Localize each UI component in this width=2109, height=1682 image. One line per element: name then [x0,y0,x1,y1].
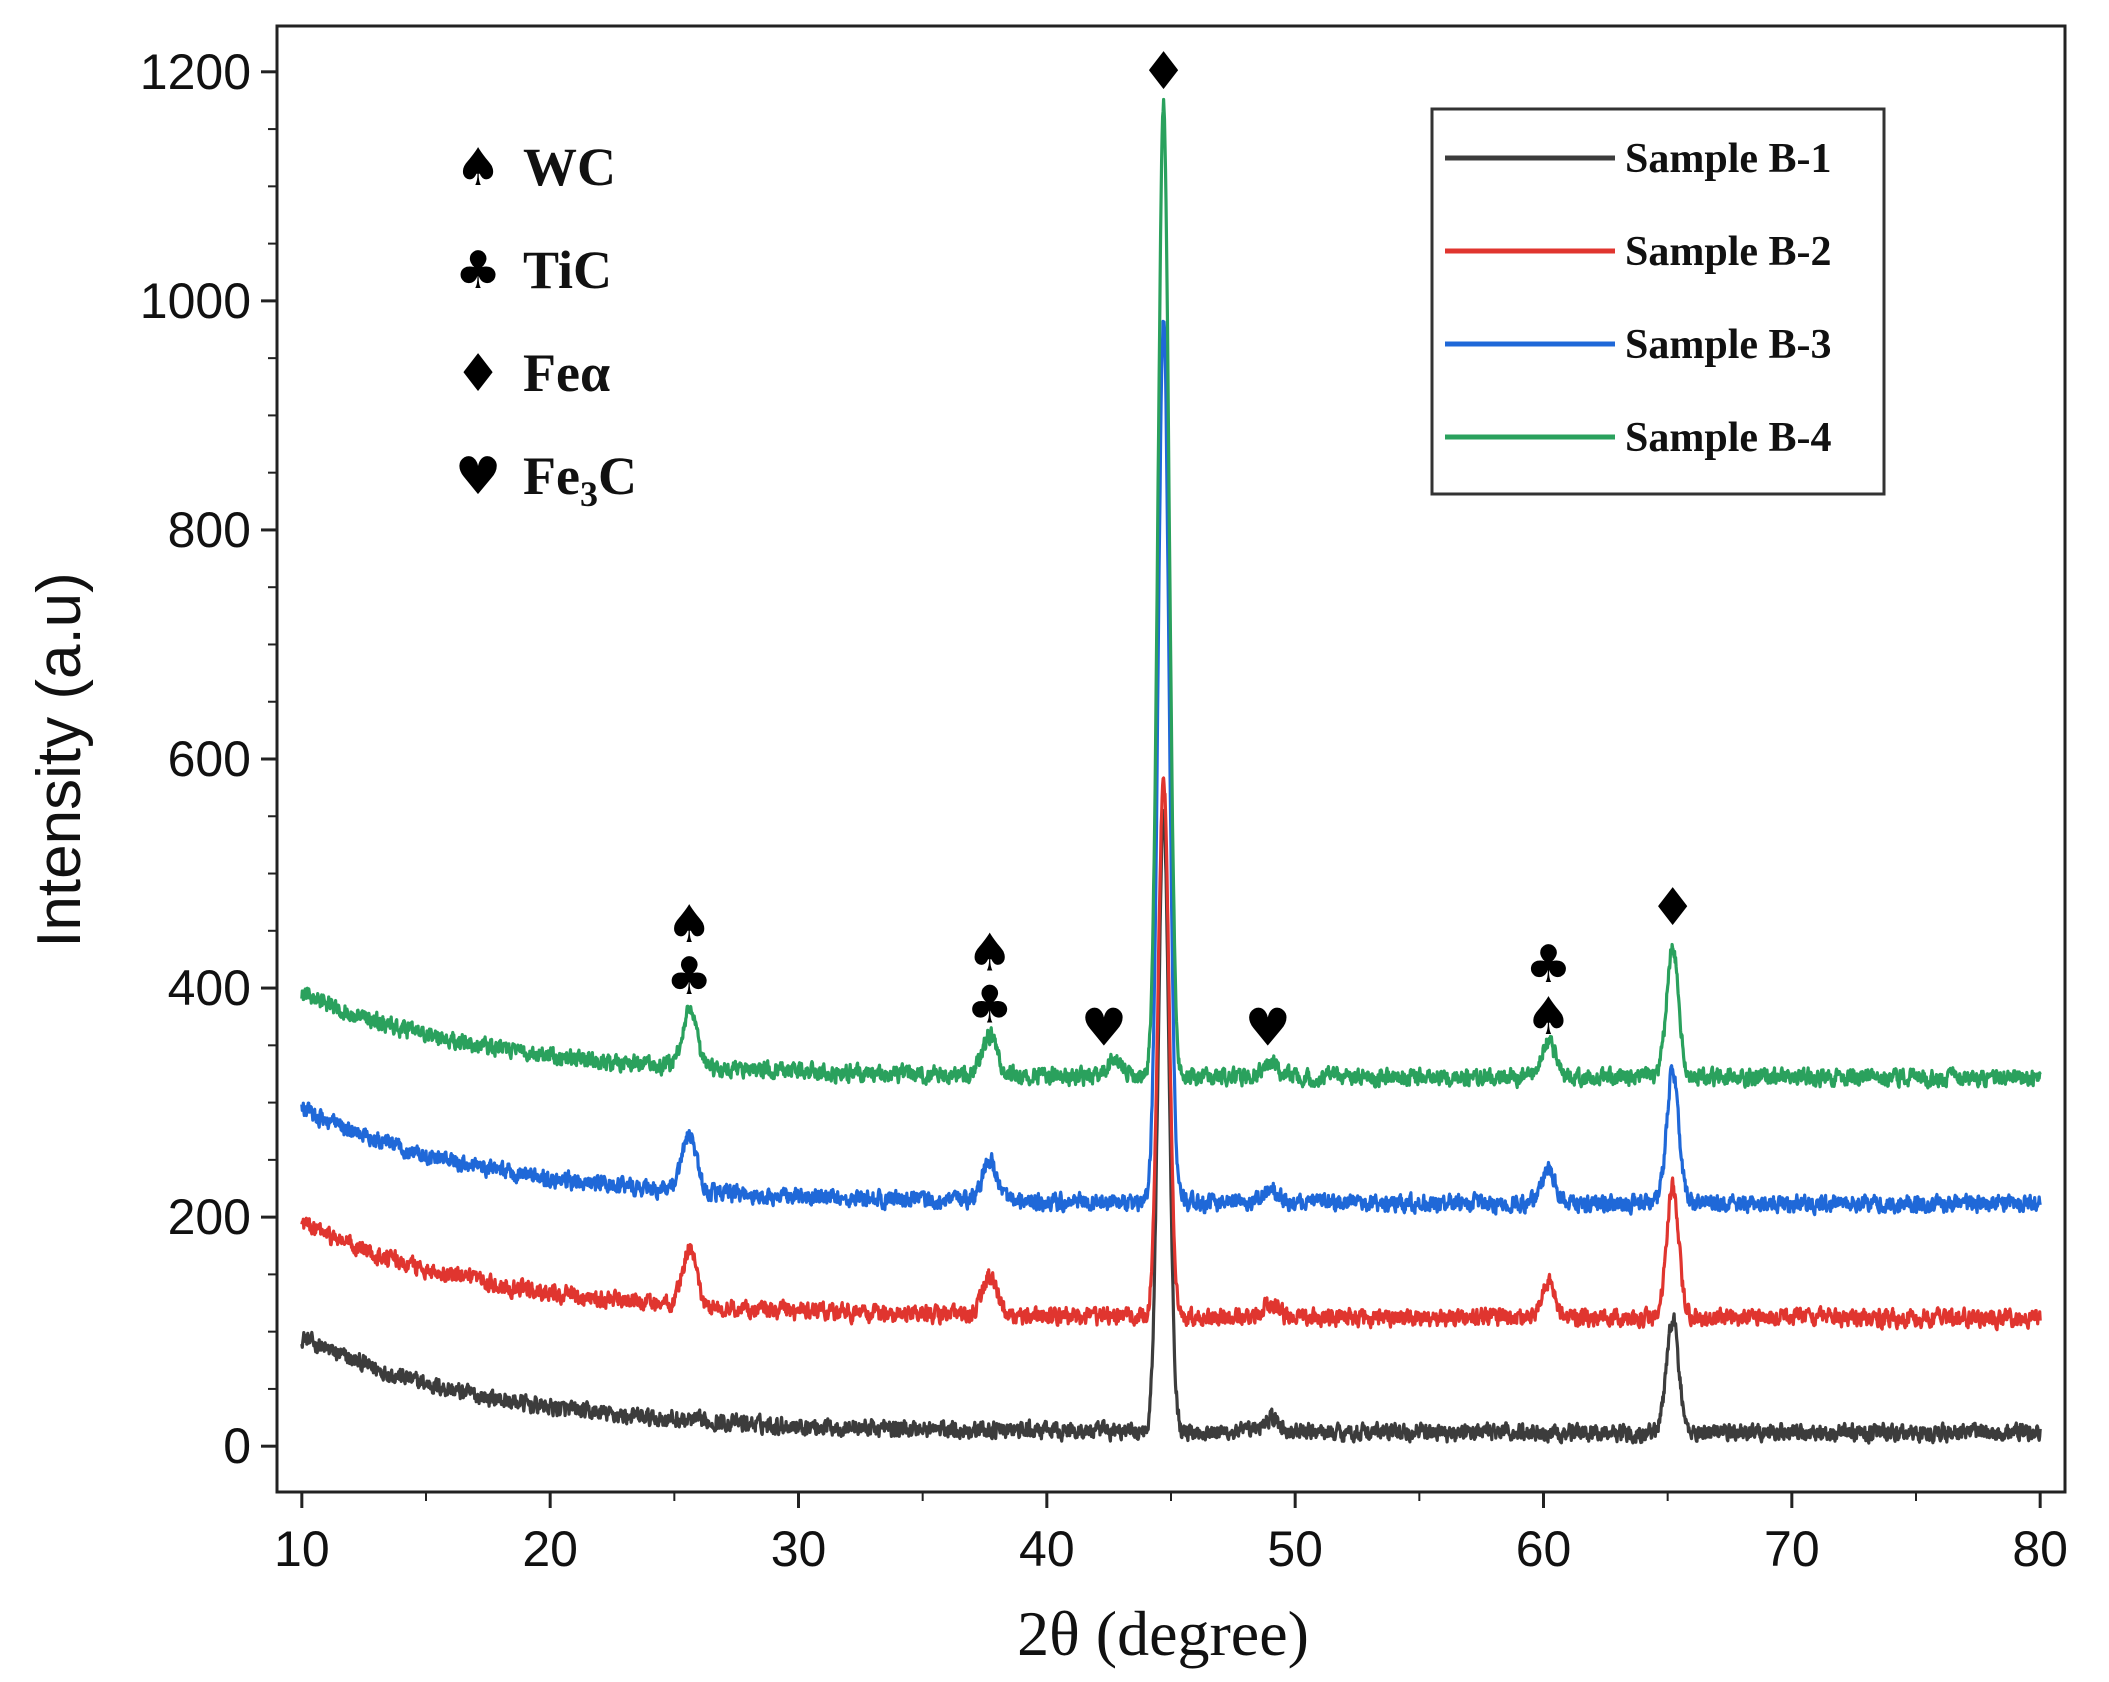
x-tick-label: 80 [2012,1521,2068,1577]
phase-label: Feα [523,343,610,403]
x-tick-label: 50 [1267,1521,1323,1577]
legend-label: Sample B-2 [1625,229,1832,275]
peak-marker: ♥ [1245,998,1292,1058]
x-tick-label: 60 [1516,1521,1572,1577]
phase-symbol: ♦ [455,344,502,404]
peak-marker: ♣ [666,947,713,1007]
peak-marker: ♠ [966,923,1013,983]
series-line-sample-b-1 [300,809,2042,1445]
phase-label: WC [523,137,616,197]
y-tick-label: 1200 [140,44,251,100]
series-legend-box [1430,107,1886,496]
peak-marker: ♣ [1525,935,1572,995]
phase-symbol: ♣ [455,241,502,301]
y-axis-title: Intensity (a.u) [25,572,94,948]
y-tick-label: 400 [168,960,251,1016]
peak-marker: ♠ [666,895,713,955]
phase-label: Fe3C [523,446,637,514]
y-tick-label: 0 [223,1418,251,1474]
y-axis: 0 200 400 600 800 1000 1200 [140,44,277,1474]
x-tick-label: 70 [1764,1521,1820,1577]
x-axis-title: 2θ (degree) [1017,1598,1309,1669]
legend-label: Sample B-4 [1625,415,1832,461]
x-tick-label: 30 [771,1521,827,1577]
legend-label: Sample B-1 [1625,136,1832,182]
x-axis: 10 20 30 40 50 60 70 80 [274,1492,2068,1577]
y-tick-label: 600 [168,731,251,787]
y-tick-label: 200 [168,1189,251,1245]
x-tick-label: 40 [1019,1521,1075,1577]
peak-annotations: ♠♣ ♠♣ ♥ ♥♦♣♠♦ [666,42,1696,1058]
peak-marker: ♥ [1081,998,1128,1058]
y-tick-label: 1000 [140,273,251,329]
phase-symbol: ♠ [455,138,502,198]
peak-marker: ♠ [1525,987,1572,1047]
phase-legend: ♠ WC ♣ TiC ♦ Feα ♥ Fe3C [455,137,637,514]
phase-label: TiC [523,240,612,300]
peak-marker: ♦ [1649,878,1696,938]
series-layer [300,97,2042,1445]
peak-marker: ♣ [966,975,1013,1035]
y-tick-label: 800 [168,502,251,558]
peak-marker: ♦ [1140,42,1187,102]
x-tick-label: 10 [274,1521,330,1577]
legend-label: Sample B-3 [1625,322,1832,368]
series-line-sample-b-2 [300,776,2042,1332]
series-legend: Sample B-1 Sample B-2 Sample B-3 Sample B-4 [1430,107,1886,496]
series-line-sample-b-3 [300,319,2042,1217]
x-tick-label: 20 [522,1521,578,1577]
series-line-sample-b-4 [300,97,2042,1090]
phase-symbol: ♥ [455,447,502,507]
